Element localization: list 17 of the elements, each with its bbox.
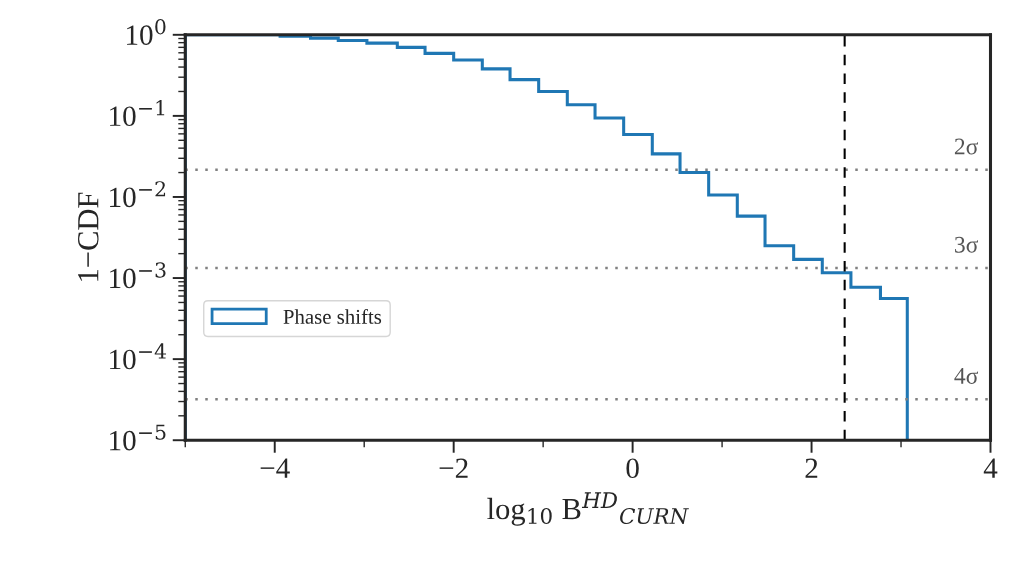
y-tick-label: 10$^{−3}$	[110, 262, 166, 289]
legend-label: Phase shifts	[283, 309, 382, 324]
y-axis-title: 1−CDF	[78, 192, 99, 281]
y-tick-label: 10$^{−1}$	[110, 100, 165, 127]
x-tick-label: 0	[626, 458, 639, 479]
ref-line-label: 4σ	[954, 368, 979, 384]
x-tick-label: 2	[805, 458, 818, 478]
x-tick-label: 4	[983, 458, 998, 478]
ref-line-label: 3σ	[955, 236, 979, 253]
y-tick-label: 10$^{0}$	[127, 18, 166, 45]
x-tick-label: −2	[439, 458, 468, 478]
y-tick-label: 10$^{−2}$	[110, 181, 166, 208]
ref-line-label: 2σ	[954, 138, 979, 155]
x-axis-title: log$_{10}$ B$^{HD}$$_{CURN}$	[487, 492, 689, 526]
y-tick-label: 10$^{−4}$	[110, 343, 167, 370]
x-tick-label: −4	[260, 458, 290, 478]
y-tick-label: 10$^{−5}$	[110, 424, 166, 451]
